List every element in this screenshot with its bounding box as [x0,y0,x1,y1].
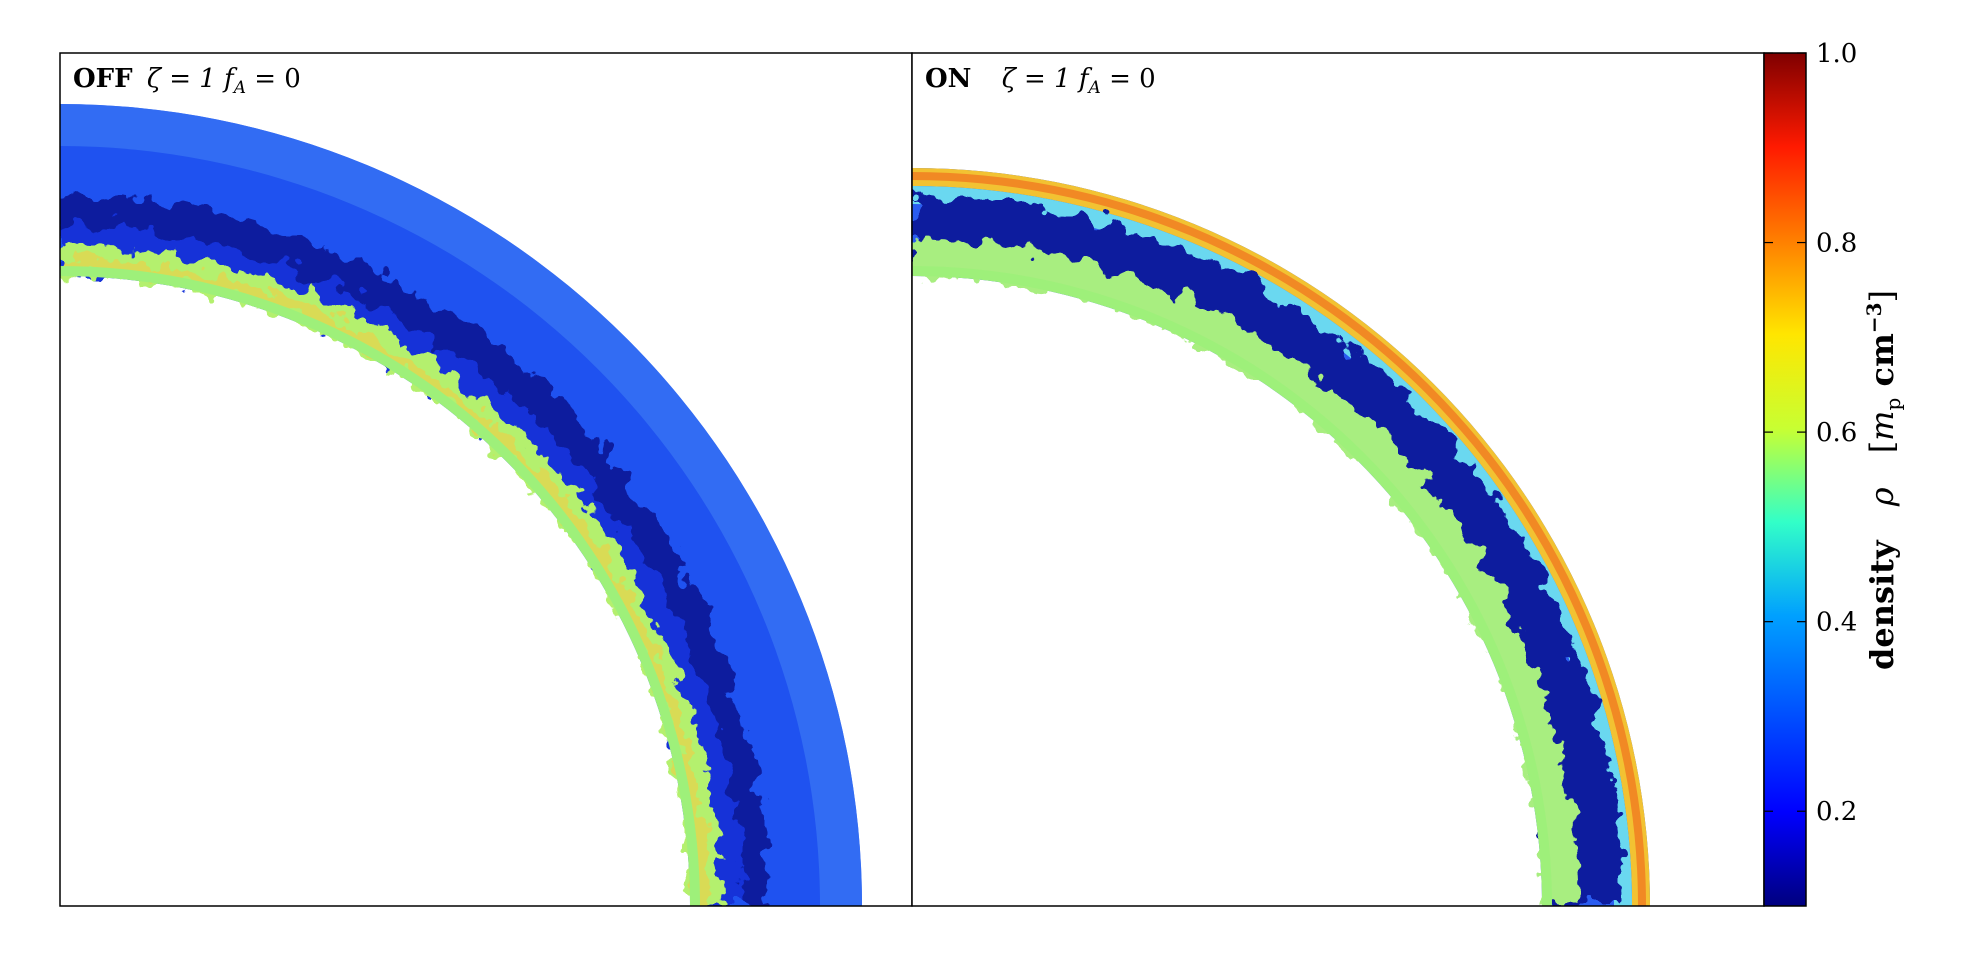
panel-off-title-math: ζ = 1 f [147,64,238,94]
colorbar-title-word: density [1863,539,1901,670]
colorbar-tick-label: 0.6 [1816,418,1857,448]
panel-off-density-map [60,104,862,906]
colorbar-tick-label: 0.4 [1816,608,1857,638]
colorbar-frame [1763,52,1807,907]
colorbar-gradient [1764,53,1806,906]
panel-on-title-tail: = 0 [1101,64,1156,94]
panel-off: OFF ζ = 1 fA = 0 [59,52,913,907]
panel-on-title-sub: A [1087,78,1101,98]
panel-off-title-sub: A [232,78,246,98]
panel-off-title-tail: = 0 [246,64,301,94]
colorbar-title-symbol: ρ [1863,487,1901,507]
panel-off-title-bold: OFF [73,64,133,94]
colorbar-title-unit-m: m [1863,410,1901,440]
colorbar-title-unit-close: ] [1863,290,1901,302]
panel-on-title-math: ζ = 1 f [1002,64,1093,94]
colorbar-ticks: 0.2 0.4 0.6 0.8 1.0 [1764,39,1857,827]
colorbar-title-unit-cm: cm [1863,333,1901,398]
panel-on-title-bold: ON [925,64,971,94]
panel-on: ON ζ = 1 fA = 0 [911,52,1765,907]
panel-off-title: OFF ζ = 1 fA = 0 [73,64,301,98]
colorbar-tick-label: 0.2 [1816,797,1857,827]
colorbar-tick-label: 0.8 [1816,229,1857,259]
colorbar-title: density ρ [mp cm−3] [1862,290,1905,670]
colorbar-title-unit-p: p [1881,398,1905,411]
colorbar: 0.2 0.4 0.6 0.8 1.0 density ρ [mp cm−3] [1763,39,1905,907]
panel-on-title: ON ζ = 1 fA = 0 [925,64,1156,98]
colorbar-title-unit-exp: −3 [1862,302,1886,333]
colorbar-tick-label: 1.0 [1816,39,1857,69]
colorbar-title-unit-open: [ [1863,441,1901,453]
panel-on-density-map [912,168,1650,906]
